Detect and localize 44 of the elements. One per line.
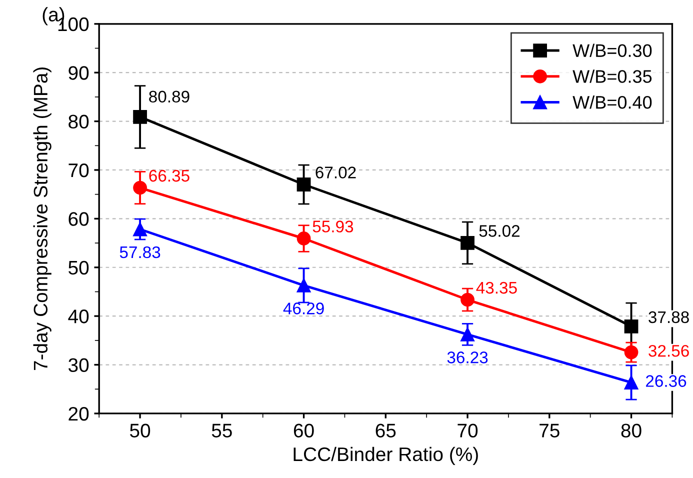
y-axis-title: 7-day Compressive Strength (MPa): [33, 68, 52, 370]
point: [133, 222, 147, 236]
point: [460, 327, 474, 342]
x-tick-label: 80: [621, 424, 642, 438]
point: [624, 319, 638, 334]
legend-label: W/B=0.30: [572, 44, 652, 58]
y-tick-label: 20: [68, 406, 89, 421]
x-axis-title: LCC/Binder Ratio (%): [294, 446, 478, 465]
y-tick-label: 90: [68, 66, 89, 80]
data-label: 55.02: [479, 225, 520, 237]
y-tick-label: 80: [68, 114, 89, 129]
data-label: 57.83: [120, 246, 160, 258]
data-label: 67.02: [316, 166, 356, 178]
x-tick-label: 75: [540, 424, 560, 438]
point: [133, 110, 147, 124]
point: [624, 376, 638, 390]
point: [296, 278, 311, 292]
point: [133, 180, 147, 195]
point: [296, 232, 311, 246]
legend-label: W/B=0.40: [572, 95, 652, 109]
data-label: 43.35: [476, 282, 517, 294]
x-tick-label: 65: [376, 424, 396, 438]
data-label: 66.35: [149, 170, 190, 182]
x-tick-label: 55: [212, 424, 232, 438]
data-label: 80.89: [149, 90, 190, 103]
data-label: 55.93: [312, 220, 354, 232]
data-label: 36.23: [447, 352, 488, 364]
y-tick-label: 30: [68, 358, 89, 372]
y-tick-label: 60: [68, 212, 89, 226]
y-tick-label: 70: [68, 163, 89, 178]
y-tick-label: 40: [68, 310, 89, 324]
point: [624, 345, 638, 360]
x-tick-label: 60: [294, 424, 314, 438]
legend-label: W/B=0.35: [572, 70, 652, 83]
data-label: 37.88: [648, 311, 689, 324]
point: [296, 178, 311, 192]
point: [460, 292, 474, 307]
x-tick-label: 70: [458, 424, 478, 438]
data-label: 46.29: [283, 302, 324, 314]
y-tick-label: 50: [68, 260, 89, 275]
data-label: 32.56: [648, 344, 689, 357]
data-label: 26.36: [646, 375, 686, 387]
point: [460, 236, 474, 250]
x-tick-label: 50: [130, 424, 150, 438]
